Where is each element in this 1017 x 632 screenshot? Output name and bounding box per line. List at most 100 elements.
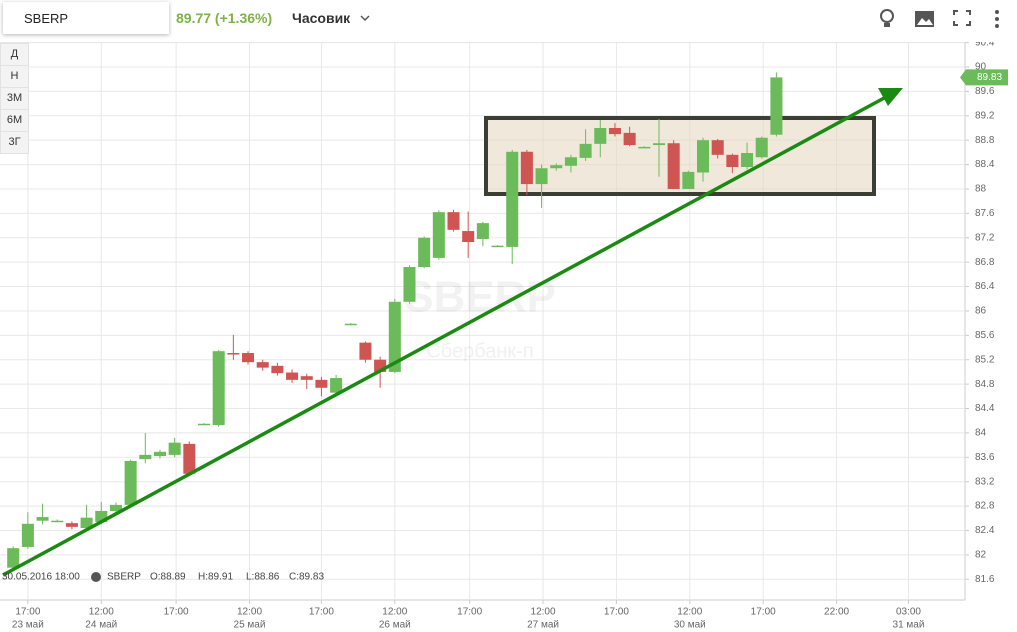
range-button[interactable]: 3Г bbox=[0, 132, 29, 154]
candle-body bbox=[183, 443, 196, 474]
candle-body bbox=[667, 143, 680, 189]
range-box bbox=[484, 116, 876, 196]
y-tick-label: 85.6 bbox=[975, 330, 995, 341]
y-tick-label: 90 bbox=[975, 62, 987, 73]
y-tick-label: 85.2 bbox=[975, 354, 995, 365]
candle-body bbox=[51, 520, 64, 523]
idea-icon[interactable] bbox=[877, 8, 897, 30]
info-close: C:89.83 bbox=[289, 572, 324, 583]
candle-body bbox=[682, 171, 695, 189]
candle-body bbox=[535, 168, 548, 185]
range-button[interactable]: 6М bbox=[0, 110, 29, 132]
x-tick-label: 22:00 bbox=[824, 607, 849, 618]
info-high: H:89.91 bbox=[198, 572, 233, 583]
y-tick-label: 89.6 bbox=[975, 86, 995, 97]
candle-body bbox=[65, 523, 78, 527]
candle-body bbox=[755, 137, 768, 158]
symbol-input[interactable]: SBERP bbox=[3, 2, 169, 34]
candle-body bbox=[550, 165, 563, 169]
candle-body bbox=[491, 245, 504, 248]
fullscreen-icon[interactable] bbox=[952, 8, 972, 30]
candle-body bbox=[506, 151, 519, 247]
x-tick-date: 31 май bbox=[893, 620, 925, 631]
image-icon[interactable] bbox=[914, 8, 936, 30]
y-tick-label: 88.4 bbox=[975, 159, 995, 170]
grid bbox=[0, 41, 966, 601]
chevron[interactable] bbox=[359, 12, 371, 24]
y-tick-label: 84.4 bbox=[975, 403, 995, 414]
y-tick-label: 86.4 bbox=[975, 281, 995, 292]
candle-body bbox=[344, 323, 357, 326]
info-dot bbox=[91, 572, 101, 582]
candle-body bbox=[271, 365, 284, 374]
x-tick-date: 27 май bbox=[527, 620, 559, 631]
x-tick-date: 30 май bbox=[674, 620, 706, 631]
candle-body bbox=[711, 140, 724, 155]
candle-body bbox=[359, 342, 372, 360]
candle-body bbox=[462, 231, 475, 243]
x-tick-label: 03:00 bbox=[896, 607, 921, 618]
y-tick-label: 87.2 bbox=[975, 232, 995, 243]
candle-body bbox=[330, 378, 343, 393]
range-button[interactable]: Д bbox=[0, 43, 29, 66]
candle-body bbox=[300, 376, 313, 380]
info-datetime: 30.05.2016 18:00 bbox=[2, 572, 80, 583]
x-tick-date: 24 май bbox=[85, 620, 117, 631]
candle-body bbox=[212, 351, 225, 425]
info-open: O:88.89 bbox=[150, 572, 186, 583]
x-tick-label: 17:00 bbox=[164, 607, 189, 618]
candle-body bbox=[697, 140, 710, 173]
trend-arrow bbox=[878, 88, 903, 106]
y-tick-label: 88 bbox=[975, 184, 987, 195]
symbol-text: SBERP bbox=[24, 11, 69, 26]
candle-body bbox=[579, 143, 592, 158]
candle-body bbox=[447, 212, 460, 230]
candle-body bbox=[80, 517, 93, 529]
candle-body bbox=[227, 353, 240, 355]
x-tick-label: 12:00 bbox=[89, 607, 114, 618]
x-tick-label: 17:00 bbox=[15, 607, 40, 618]
range-button[interactable]: 3М bbox=[0, 88, 29, 110]
candle-body bbox=[109, 504, 122, 511]
y-tick-label: 84 bbox=[975, 428, 987, 439]
y-tick-label: 90.4 bbox=[975, 37, 995, 48]
x-tick-label: 17:00 bbox=[457, 607, 482, 618]
last-price-arrow bbox=[960, 69, 966, 86]
candle-body bbox=[520, 151, 533, 185]
candle-body bbox=[623, 132, 636, 146]
candle-body bbox=[242, 353, 255, 363]
x-tick-label: 17:00 bbox=[604, 607, 629, 618]
quote: 89.77 (+1.36%) bbox=[176, 10, 273, 26]
y-tick-label: 87.6 bbox=[975, 208, 995, 219]
candle-body bbox=[197, 423, 211, 426]
watermark: Сбербанк-п bbox=[426, 340, 533, 362]
watermark: SBERP bbox=[404, 273, 556, 322]
y-tick-label: 88.8 bbox=[975, 135, 995, 146]
candle-body bbox=[726, 154, 739, 168]
toolbar: SBERP 89.77 (+1.36%) Часовик bbox=[0, 0, 1017, 42]
candle-body bbox=[594, 127, 607, 144]
candle-body bbox=[388, 301, 401, 372]
candle-body bbox=[608, 127, 621, 135]
menu-icon[interactable] bbox=[990, 8, 1004, 30]
candle-body bbox=[741, 152, 754, 168]
candle-body bbox=[256, 362, 269, 368]
candle-body bbox=[95, 510, 108, 522]
candle-body bbox=[36, 517, 49, 521]
candle-body bbox=[168, 442, 181, 455]
last-price-label: 89.83 bbox=[977, 72, 1002, 83]
interval-select[interactable]: Часовик bbox=[292, 10, 351, 26]
candle-body bbox=[770, 77, 783, 135]
y-tick-label: 82.4 bbox=[975, 525, 995, 536]
candles bbox=[7, 72, 783, 570]
range-button[interactable]: Н bbox=[0, 66, 29, 88]
candle-body bbox=[564, 157, 577, 166]
last-price-tag bbox=[966, 69, 1008, 86]
x-tick-label: 12:00 bbox=[382, 607, 407, 618]
y-tick-label: 84.8 bbox=[975, 379, 995, 390]
y-tick-label: 81.6 bbox=[975, 574, 995, 585]
y-tick-label: 86.8 bbox=[975, 257, 995, 268]
x-tick-label: 12:00 bbox=[237, 607, 262, 618]
